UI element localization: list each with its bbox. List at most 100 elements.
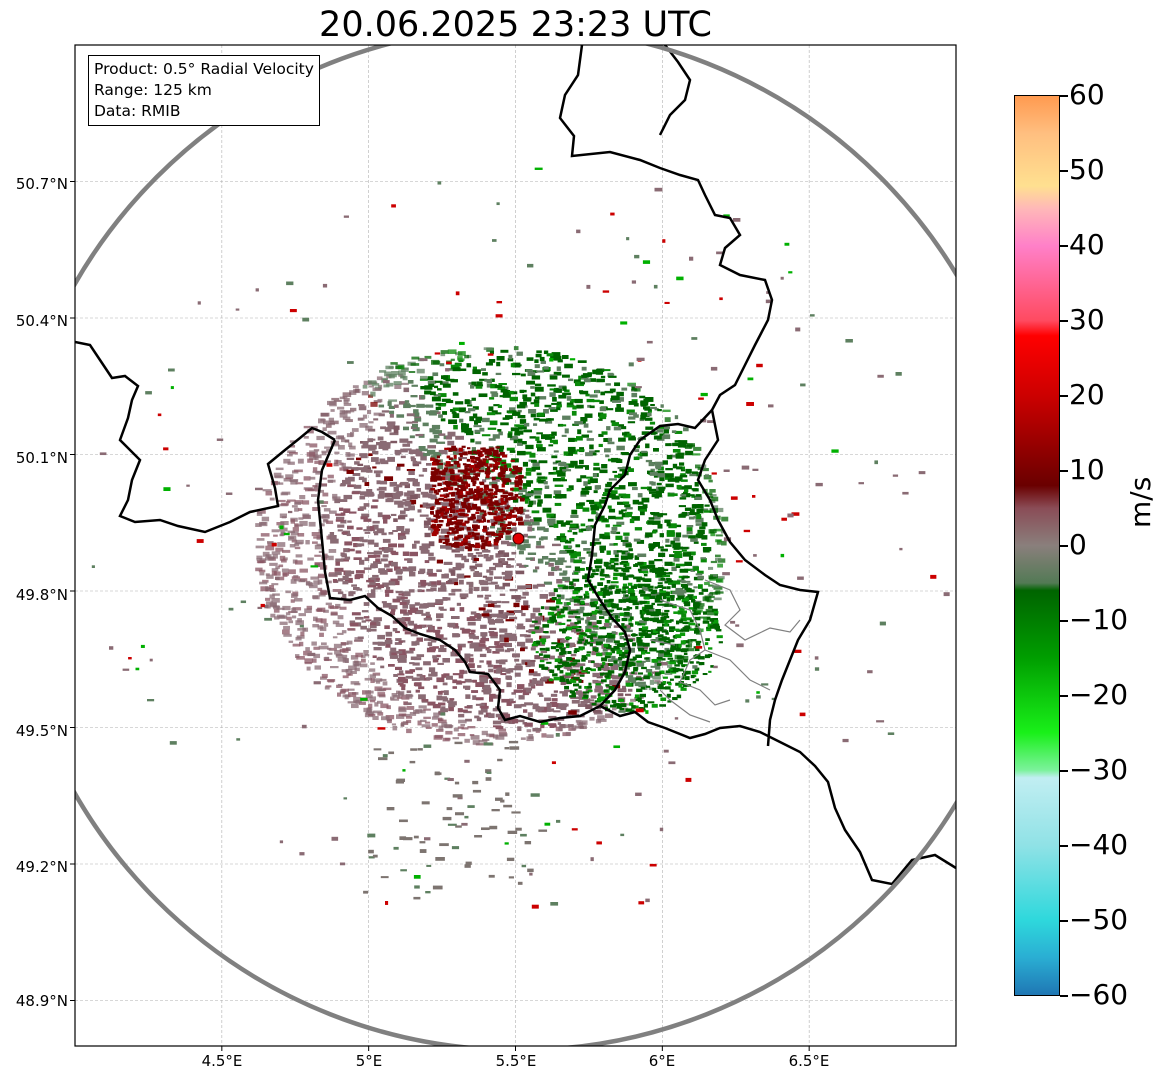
echo-pixel: [598, 610, 608, 615]
echo-pixel: [538, 479, 546, 484]
echo-pixel: [641, 401, 647, 407]
echo-pixel: [518, 492, 523, 495]
echo-pixel: [342, 396, 348, 399]
echo-pixel: [442, 682, 448, 686]
echo-pixel: [447, 508, 453, 511]
echo-pixel: [700, 558, 707, 563]
echo-pixel: [407, 702, 412, 706]
echo-pixel: [439, 644, 445, 648]
echo-pixel: [480, 545, 486, 550]
echo-pixel: [510, 487, 514, 491]
echo-pixel: [344, 439, 350, 443]
echo-pixel: [637, 583, 645, 587]
echo-pixel: [461, 727, 469, 730]
echo-pixel: [495, 645, 504, 649]
echo-pixel: [493, 542, 499, 546]
echo-pixel: [695, 678, 699, 682]
echo-pixel: [406, 728, 412, 734]
echo-pixel: [455, 562, 461, 568]
echo-pixel: [436, 476, 443, 481]
echo-pixel: [598, 433, 604, 437]
echo-pixel: [716, 251, 724, 255]
echo-pixel: [609, 567, 616, 570]
echo-pixel: [314, 486, 320, 490]
echo-pixel: [583, 481, 588, 486]
echo-pixel: [484, 500, 490, 504]
echo-pixel: [655, 672, 662, 675]
echo-pixel: [494, 564, 503, 568]
radar-site-marker[interactable]: [512, 532, 525, 545]
echo-pixel: [413, 896, 421, 900]
echo-pixel: [697, 656, 705, 660]
echo-pixel: [403, 612, 409, 616]
echo-pixel: [592, 679, 599, 684]
echo-pixel: [407, 380, 414, 384]
echo-pixel: [577, 620, 582, 624]
echo-pixel: [358, 404, 365, 407]
echo-pixel: [451, 482, 456, 486]
echo-pixel: [535, 628, 544, 633]
echo-pixel: [464, 815, 469, 819]
echo-pixel: [281, 502, 289, 506]
echo-pixel: [512, 653, 520, 658]
echo-pixel: [594, 703, 603, 707]
echo-pixel: [601, 679, 607, 683]
echo-pixel: [520, 647, 525, 652]
echo-pixel: [476, 449, 481, 453]
echo-pixel: [580, 490, 589, 495]
echo-pixel: [299, 568, 308, 573]
echo-pixel: [673, 547, 680, 550]
echo-pixel: [496, 458, 502, 462]
echo-pixel: [386, 568, 393, 573]
echo-pixel: [640, 565, 648, 569]
echo-pixel: [680, 640, 686, 645]
echo-pixel: [512, 372, 521, 376]
echo-pixel: [479, 463, 484, 467]
echo-pixel: [265, 586, 270, 591]
echo-pixel: [510, 509, 515, 514]
echo-pixel: [714, 625, 720, 630]
echo-pixel: [625, 655, 629, 658]
echo-pixel: [320, 412, 330, 417]
echo-pixel: [278, 499, 286, 502]
echo-pixel: [624, 642, 628, 646]
echo-pixel: [489, 680, 495, 684]
echo-pixel: [368, 628, 377, 632]
echo-pixel: [517, 585, 527, 590]
echo-pixel: [721, 540, 727, 546]
echo-pixel: [337, 615, 344, 620]
echo-pixel: [327, 430, 337, 435]
echo-pixel: [635, 698, 639, 702]
echo-pixel: [633, 668, 638, 672]
echo-pixel: [637, 553, 647, 558]
echo-pixel: [464, 706, 471, 709]
echo-pixel: [556, 615, 563, 619]
echo-pixel: [534, 359, 539, 364]
echo-pixel: [444, 515, 453, 518]
echo-pixel: [602, 595, 606, 598]
echo-pixel: [604, 488, 613, 493]
echo-pixel: [364, 677, 373, 681]
echo-pixel: [641, 497, 650, 503]
echo-pixel: [275, 467, 284, 471]
echo-pixel: [435, 380, 443, 383]
echo-pixel: [380, 480, 388, 485]
echo-pixel: [434, 771, 440, 776]
echo-pixel: [385, 498, 394, 503]
echo-pixel: [391, 561, 398, 567]
echo-pixel: [700, 557, 707, 560]
echo-pixel: [492, 720, 502, 725]
echo-pixel: [675, 532, 682, 538]
echo-pixel: [401, 694, 410, 700]
echo-pixel: [589, 630, 596, 634]
echo-pixel: [451, 491, 456, 495]
echo-pixel: [642, 579, 646, 582]
echo-pixel: [399, 819, 408, 823]
echo-pixel: [548, 571, 555, 576]
echo-pixel: [382, 514, 391, 520]
echo-pixel: [295, 636, 302, 641]
echo-pixel: [517, 881, 523, 885]
echo-pixel: [756, 695, 761, 699]
echo-pixel: [433, 685, 438, 689]
